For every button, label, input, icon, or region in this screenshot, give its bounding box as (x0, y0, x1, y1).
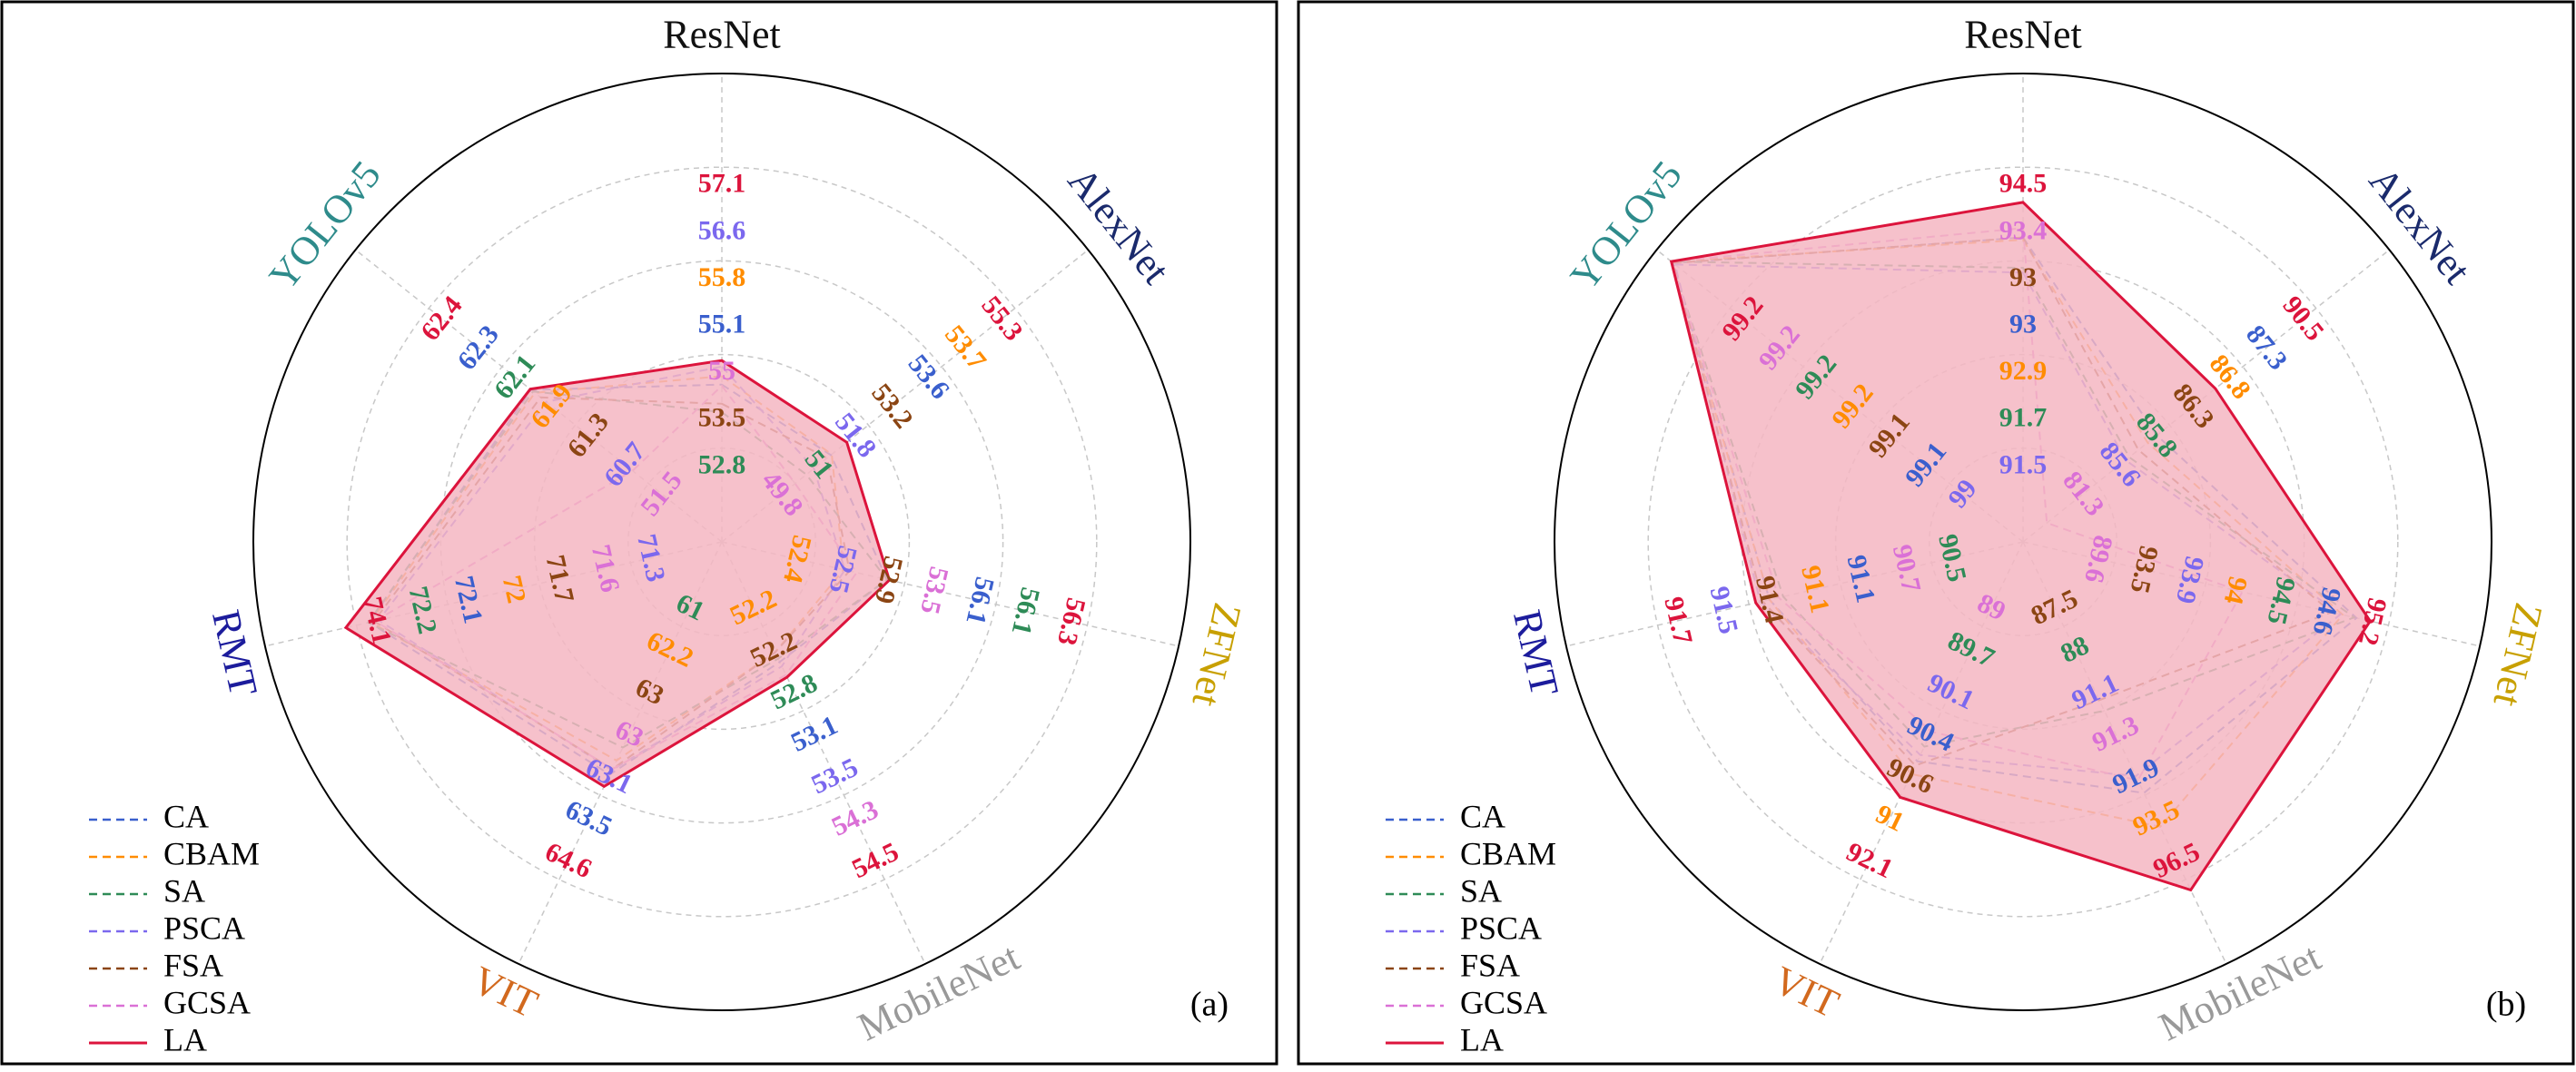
data-label: 72 (497, 573, 532, 606)
data-label: 91.5 (1704, 584, 1744, 637)
data-label: 53.7 (939, 320, 992, 376)
data-label: 55 (708, 356, 735, 386)
legend-label: CA (163, 798, 209, 834)
data-label: 55.1 (698, 310, 746, 339)
axis-label: YOLOv5 (1562, 152, 1691, 298)
legend-label: GCSA (1460, 984, 1547, 1020)
data-label: 64.6 (540, 837, 597, 885)
axis-label: YOLOv5 (261, 152, 390, 298)
data-label: 55.3 (975, 290, 1029, 347)
data-label: 93.4 (1999, 215, 2048, 245)
data-label: 57.1 (698, 169, 746, 199)
axis-label: ZFNet (2484, 599, 2551, 711)
axis-label: VIT (1767, 958, 1846, 1027)
data-label: 56.1 (1006, 585, 1046, 638)
data-label: 54.3 (827, 794, 883, 842)
data-label: 55.8 (698, 262, 746, 292)
grid-ring (533, 353, 911, 731)
panel-frame (1297, 0, 2575, 1066)
data-label: 91.5 (1999, 449, 2048, 479)
data-label: 91.7 (1999, 403, 2048, 433)
data-label: 62.3 (451, 320, 505, 376)
data-label: 62.4 (415, 290, 469, 347)
data-label: 63.5 (561, 794, 617, 842)
series-area (343, 359, 892, 789)
axis-label: ResNet (663, 12, 781, 56)
legend-label: SA (163, 872, 205, 909)
panel-tag: (a) (1190, 986, 1229, 1024)
legend-label: LA (1460, 1021, 1504, 1057)
grid-spoke (721, 249, 1089, 543)
legend-label: LA (163, 1021, 207, 1057)
axis-label: MobileNet (2152, 934, 2327, 1049)
grid-spoke (721, 541, 1179, 647)
axis-label: AlexNet (2361, 159, 2480, 292)
data-label: 53.5 (914, 564, 954, 617)
data-label: 53.2 (865, 379, 919, 435)
data-label: 91.7 (1658, 594, 1698, 647)
grid-ring (346, 166, 1098, 918)
data-label: 94.5 (1999, 169, 2048, 199)
outer-ring (252, 73, 1191, 1011)
outer-ring (1554, 73, 2492, 1011)
axis-label: AlexNet (1060, 159, 1179, 292)
panel-frame (0, 0, 1278, 1066)
legend-label: SA (1460, 872, 1502, 909)
data-label: 87.3 (2240, 320, 2294, 376)
data-label: 91 (1871, 799, 1909, 838)
axis-label: RMT (1505, 606, 1567, 701)
data-label: 56.1 (960, 575, 1000, 628)
data-label: 53.5 (806, 752, 863, 801)
legend-label: GCSA (163, 984, 251, 1020)
legend-label: FSA (1460, 947, 1520, 983)
axis-label: VIT (466, 958, 545, 1027)
legend-label: PSCA (163, 910, 245, 946)
axis-label: ZFNet (1183, 599, 1249, 711)
legend-label: CBAM (163, 835, 260, 871)
data-label: 93 (2009, 262, 2037, 292)
legend-label: FSA (163, 947, 223, 983)
data-label: 94 (2218, 574, 2254, 607)
data-label: 90.5 (2276, 290, 2330, 347)
legend-label: PSCA (1460, 910, 1542, 946)
panel-tag: (b) (2486, 986, 2526, 1024)
axis-label: MobileNet (851, 934, 1026, 1049)
data-label: 53.6 (903, 349, 956, 405)
data-label: 53.1 (786, 710, 843, 758)
data-label: 92.9 (1999, 356, 2048, 386)
series-area (1669, 201, 2373, 892)
data-label: 93 (2009, 310, 2037, 339)
data-label: 56.6 (698, 215, 746, 245)
legend-label: CBAM (1460, 835, 1556, 871)
legend-label: CA (1460, 798, 1505, 834)
axis-label: ResNet (1964, 12, 2082, 56)
data-label: 52.8 (698, 449, 746, 479)
data-label: 53.5 (698, 403, 746, 433)
grid-spoke (721, 541, 926, 965)
data-label: 92.1 (1841, 837, 1898, 885)
grid-ring (1647, 166, 2399, 918)
data-label: 54.5 (847, 837, 903, 885)
data-label: 56.3 (1051, 595, 1091, 649)
axis-label: RMT (203, 606, 266, 701)
